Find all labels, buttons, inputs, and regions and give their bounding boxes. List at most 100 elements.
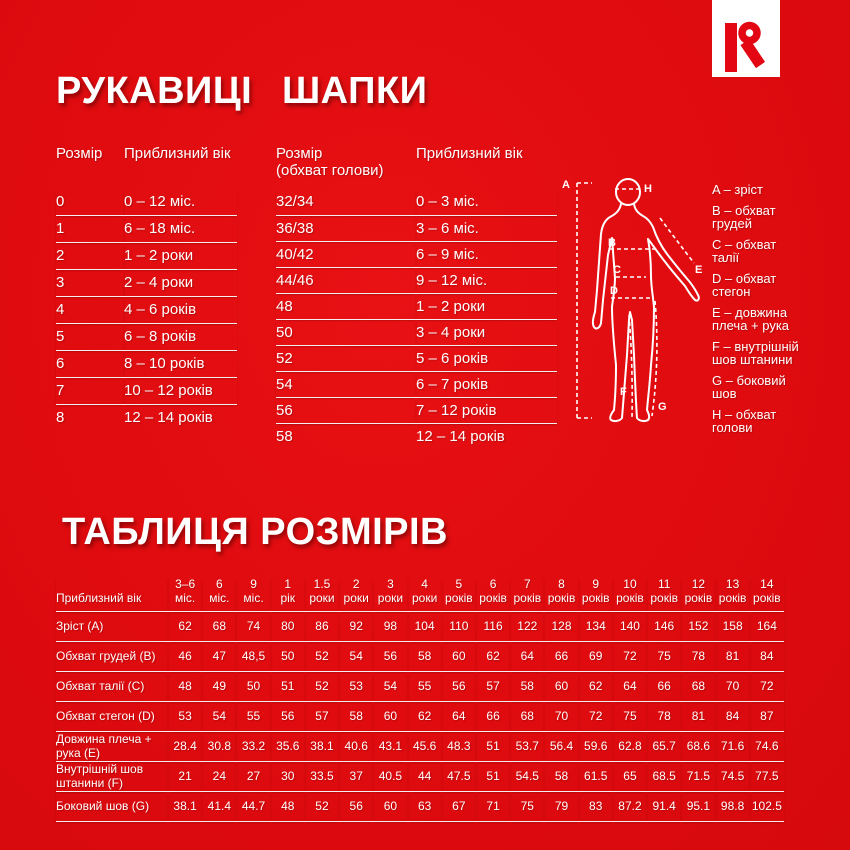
- column-header: 1 рік: [270, 577, 305, 612]
- hats-title: ШАПКИ: [282, 70, 428, 112]
- table-cell: 72: [749, 671, 784, 702]
- table-cell: 74.6: [749, 731, 784, 762]
- table-cell: 98: [373, 611, 408, 642]
- table-cell: 12 – 14 років: [124, 409, 213, 427]
- hats-size-table: Розмір (обхват голови) Приблизний вік 32/3…: [276, 142, 557, 449]
- table-cell: 9 – 12 міс.: [416, 267, 557, 294]
- table-cell: 74: [236, 611, 271, 642]
- table-cell: 58: [510, 671, 545, 702]
- column-header: 7 років: [510, 577, 545, 612]
- figure-head: [615, 178, 641, 206]
- table-cell: 55: [236, 701, 271, 732]
- table-cell: 51: [475, 761, 511, 792]
- table-row: Боковий шов (G) 38.1 41.4 44.7 48 52 56 60 63 67 7…: [56, 791, 784, 822]
- table-cell: 53: [168, 701, 203, 732]
- column-header: 14 років: [749, 577, 784, 612]
- header-row: Розмір Приблизний вік: [56, 142, 237, 188]
- table-cell: 12 – 14 років: [416, 427, 505, 445]
- row-label: 4: [56, 296, 124, 324]
- table-cell: 68: [681, 671, 716, 702]
- table-cell: 83: [578, 791, 613, 822]
- table-cell: 27: [236, 761, 271, 792]
- table-cell: 1 – 2 роки: [124, 242, 237, 270]
- table-cell: 60: [544, 671, 579, 702]
- table-cell: 68: [202, 611, 237, 642]
- table-cell: 78: [681, 641, 716, 672]
- figure-label-c: C: [613, 264, 621, 276]
- figure-body-outline: [591, 203, 700, 423]
- table-cell: 62: [168, 611, 203, 642]
- table-cell: 33.2: [236, 731, 271, 762]
- table-cell: 48: [168, 671, 203, 702]
- column-header: 4 роки: [407, 577, 442, 612]
- table-cell: 50: [270, 641, 305, 672]
- row-label: 52: [276, 345, 416, 372]
- row-label: 5: [56, 323, 124, 351]
- column-header: 9 років: [578, 577, 613, 612]
- legend-item-h: H – обхват голови: [712, 406, 777, 435]
- table-cell: 56: [373, 641, 408, 672]
- table-cell: 0 – 12 міс.: [124, 188, 237, 216]
- table-cell: 35.6: [270, 731, 305, 762]
- table-cell: 21: [168, 761, 203, 792]
- table-cell: 66: [475, 701, 511, 732]
- row-label: 50: [276, 319, 416, 346]
- table-cell: 71: [475, 791, 511, 822]
- row-label: 36/38: [276, 215, 416, 242]
- table-cell: 78: [647, 701, 682, 732]
- table-row: 54 6 – 7 років: [276, 371, 557, 398]
- size-chart-title: ТАБЛИЦЯ РОЗМІРІВ: [62, 511, 448, 553]
- table-cell: 7 – 12 років: [416, 397, 557, 424]
- table-cell: 1 – 2 роки: [416, 293, 557, 320]
- logo-r-icon: [725, 21, 766, 72]
- table-cell: 28.4: [168, 731, 203, 762]
- table-cell: 87: [749, 701, 784, 732]
- mittens-title: РУКАВИЦІ: [56, 70, 253, 112]
- table-cell: 72: [612, 641, 648, 672]
- table-row: 8 12 – 14 років: [56, 404, 237, 431]
- size-chart-table: Приблизний вік 3–6 міс. 6 міс. 9 міс. 1 рік 1…: [56, 577, 784, 822]
- table-cell: 146: [647, 611, 682, 642]
- table-row: 32/34 0 – 3 міс.: [276, 189, 557, 216]
- row-label: 8: [56, 409, 65, 427]
- figure-label-a: A: [562, 179, 570, 191]
- row-label: Обхват стегон (D): [56, 701, 168, 732]
- table-cell: 33.5: [304, 761, 340, 792]
- column-header: 1.5 роки: [304, 577, 340, 612]
- table-cell: 58: [544, 761, 579, 792]
- table-row: 52 5 – 6 років: [276, 345, 557, 372]
- row-label: 40/42: [276, 241, 416, 268]
- mittens-size-table: Розмір Приблизний вік 0 0 – 12 міс. 1 6 – 18 …: [56, 142, 237, 431]
- table-cell: 91.4: [647, 791, 682, 822]
- table-cell: 10 – 12 років: [124, 377, 237, 405]
- table-cell: 80: [270, 611, 305, 642]
- table-cell: 3 – 6 міс.: [416, 215, 557, 242]
- table-cell: 81: [681, 701, 716, 732]
- table-cell: 79: [544, 791, 579, 822]
- row-label: 6: [56, 350, 124, 378]
- table-cell: 40.5: [373, 761, 408, 792]
- table-cell: 58: [407, 641, 442, 672]
- figure-label-f: F: [620, 386, 627, 398]
- table-cell: 98.8: [715, 791, 750, 822]
- table-cell: 6 – 8 років: [124, 323, 237, 351]
- measure-line-sideseam-g: [651, 300, 658, 417]
- table-row: Зріст (A) 62 68 74 80 86 92 98 104 110 116 122 128 13…: [56, 611, 784, 642]
- table-cell: 61.5: [578, 761, 613, 792]
- table-cell: 45.6: [407, 731, 442, 762]
- table-cell: 53: [339, 671, 374, 702]
- table-cell: 44: [407, 761, 442, 792]
- table-cell: 110: [441, 611, 476, 642]
- row-label: 32/34: [276, 189, 416, 216]
- table-cell: 65: [612, 761, 648, 792]
- legend-item-f: F – внутрішній шов штанини: [712, 338, 799, 367]
- table-cell: 102.5: [749, 791, 784, 822]
- table-cell: 60: [441, 641, 476, 672]
- row-label: Обхват талії (C): [56, 671, 168, 702]
- table-cell: 54: [202, 701, 237, 732]
- table-cell: 5 – 6 років: [416, 345, 557, 372]
